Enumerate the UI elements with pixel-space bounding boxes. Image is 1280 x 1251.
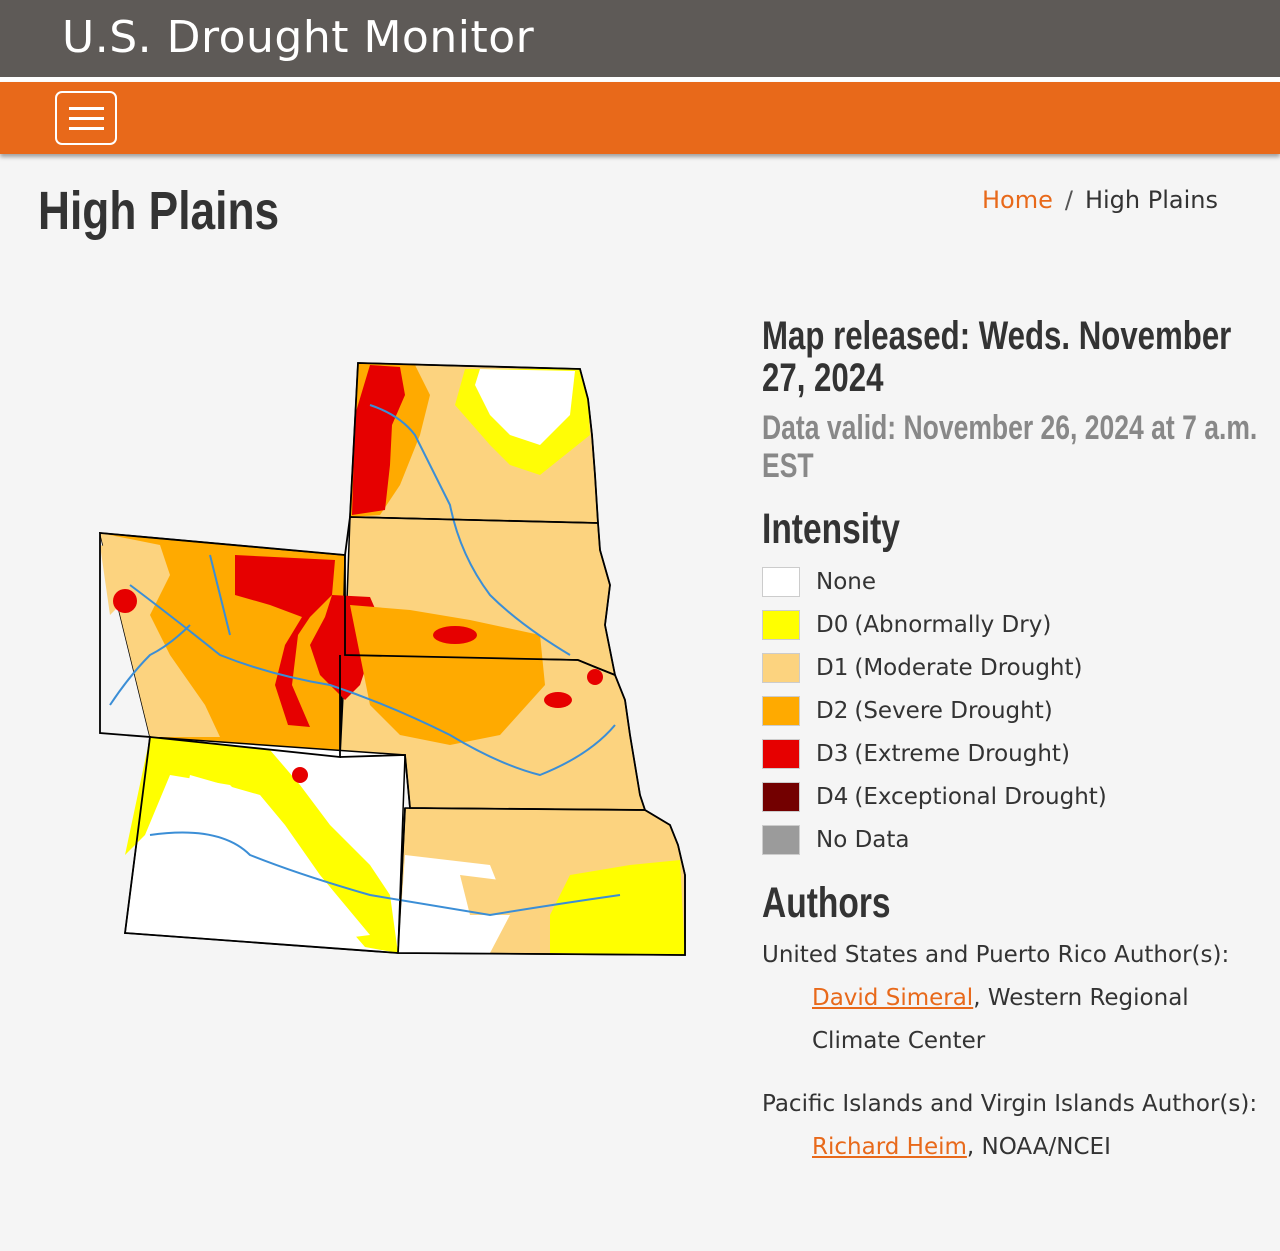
legend-code: D1 (816, 654, 849, 681)
legend-desc: (Severe Drought) (854, 697, 1053, 724)
legend-item-d4: D4 (Exceptional Drought) (762, 775, 1262, 818)
map-borders (99, 362, 686, 956)
pi-authors-label: Pacific Islands and Virgin Islands Autho… (762, 1091, 1258, 1117)
legend-desc: (Abnormally Dry) (854, 611, 1052, 638)
legend-code: D4 (816, 783, 849, 810)
breadcrumb-home-link[interactable]: Home (982, 186, 1053, 214)
page-title: High Plains (38, 181, 280, 241)
legend-swatch (762, 652, 800, 683)
site-header: U.S. Drought Monitor (0, 0, 1280, 77)
us-author-org: , Western Regional Climate Center (812, 985, 1189, 1054)
map-released-date: Map released: Weds. November 27, 2024 (762, 314, 1232, 400)
intensity-heading: Intensity (762, 505, 900, 553)
legend-swatch (762, 609, 800, 640)
authors-heading: Authors (762, 879, 891, 927)
breadcrumb-separator: / (1064, 186, 1073, 214)
legend-swatch (762, 824, 800, 855)
legend-desc: (Moderate Drought) (854, 654, 1083, 681)
legend-code: D2 (816, 697, 849, 724)
legend-swatch (762, 738, 800, 769)
legend-item-d1: D1 (Moderate Drought) (762, 646, 1262, 689)
us-author-link[interactable]: David Simeral (812, 985, 974, 1011)
pi-author-org: , NOAA/NCEI (966, 1134, 1111, 1160)
menu-toggle-button[interactable] (55, 91, 117, 145)
legend-code: D0 (816, 611, 849, 638)
legend-item-d0: D0 (Abnormally Dry) (762, 603, 1262, 646)
us-authors-label: United States and Puerto Rico Author(s): (762, 942, 1230, 968)
legend-code: None (816, 568, 877, 595)
site-title[interactable]: U.S. Drought Monitor (62, 12, 535, 63)
hamburger-icon-bar (69, 117, 104, 120)
legend-desc: (Extreme Drought) (854, 740, 1070, 767)
legend-item-no-data: No Data (762, 818, 1262, 861)
breadcrumb-current: High Plains (1084, 186, 1218, 214)
legend-item-d3: D3 (Extreme Drought) (762, 732, 1262, 775)
map-rivers (109, 404, 621, 917)
nav-bar (0, 82, 1280, 154)
hamburger-icon-bar (69, 127, 104, 130)
legend-item-none: None (762, 560, 1262, 603)
pi-author: Richard Heim, NOAA/NCEI (762, 1126, 1262, 1169)
us-author: David Simeral, Western Regional Climate … (762, 977, 1262, 1063)
legend-code: D3 (816, 740, 849, 767)
pi-author-link[interactable]: Richard Heim (812, 1134, 967, 1160)
data-valid-date: Data valid: November 26, 2024 at 7 a.m. … (762, 409, 1258, 485)
intensity-legend: None D0 (Abnormally Dry) D1 (Moderate Dr… (762, 560, 1262, 861)
hamburger-icon (69, 107, 104, 110)
legend-swatch (762, 695, 800, 726)
drought-map[interactable] (70, 355, 700, 965)
legend-desc: (Exceptional Drought) (854, 783, 1107, 810)
legend-code: No Data (816, 826, 910, 853)
legend-item-d2: D2 (Severe Drought) (762, 689, 1262, 732)
header-divider (0, 77, 1280, 82)
legend-swatch (762, 566, 800, 597)
map-info-panel: Map released: Weds. November 27, 2024 Da… (762, 315, 1262, 1169)
breadcrumb: Home / High Plains (982, 186, 1218, 214)
legend-swatch (762, 781, 800, 812)
drought-overlays (100, 363, 685, 955)
